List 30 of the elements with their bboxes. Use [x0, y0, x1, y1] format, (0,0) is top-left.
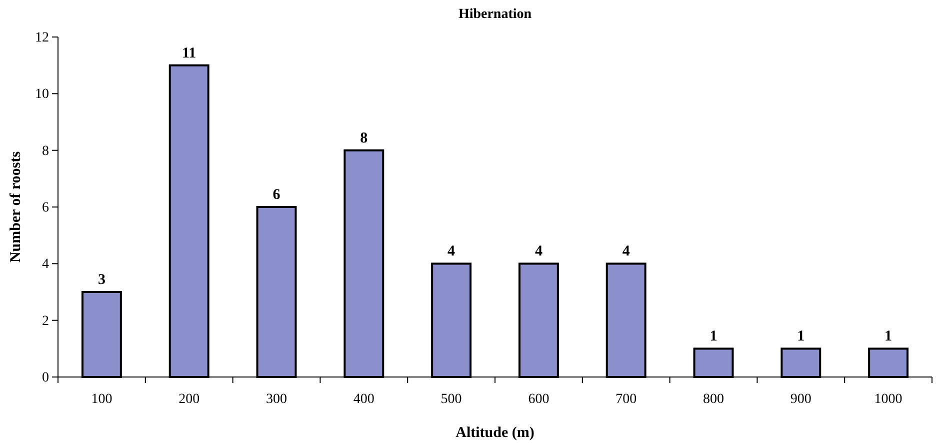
x-tick-label: 700: [616, 392, 637, 407]
data-label: 4: [622, 244, 630, 260]
y-axis-title: Number of roosts: [8, 151, 24, 263]
data-label: 3: [98, 272, 106, 288]
x-tick-label: 400: [353, 392, 374, 407]
data-label: 4: [534, 244, 543, 260]
x-tick-label: 300: [266, 392, 287, 407]
data-label: 4: [448, 244, 456, 260]
y-tick-label: 12: [35, 30, 49, 46]
chart-title: Hibernation: [458, 7, 532, 22]
x-tick-label: 200: [178, 392, 200, 407]
data-label: 1: [797, 328, 805, 345]
data-label: 11: [182, 45, 196, 62]
y-tick-label: 10: [35, 87, 49, 102]
x-tick-label: 600: [528, 392, 550, 407]
data-label: 1: [884, 328, 892, 345]
x-tick-label: 1000: [874, 392, 902, 407]
y-tick-label: 6: [42, 200, 49, 216]
x-tick-label: 800: [703, 392, 724, 407]
data-label: 1: [710, 328, 718, 345]
x-tick-label: 100: [91, 392, 112, 407]
y-tick-label: 8: [42, 144, 49, 159]
data-label: 8: [360, 130, 368, 146]
y-tick-label: 0: [42, 370, 49, 386]
x-tick-label: 900: [790, 392, 812, 407]
y-tick-label: 4: [42, 257, 49, 272]
x-tick-label: 500: [440, 392, 462, 407]
x-axis-title: Altitude (m): [456, 425, 534, 441]
data-label: 6: [272, 187, 281, 203]
y-tick-label: 2: [42, 314, 49, 329]
